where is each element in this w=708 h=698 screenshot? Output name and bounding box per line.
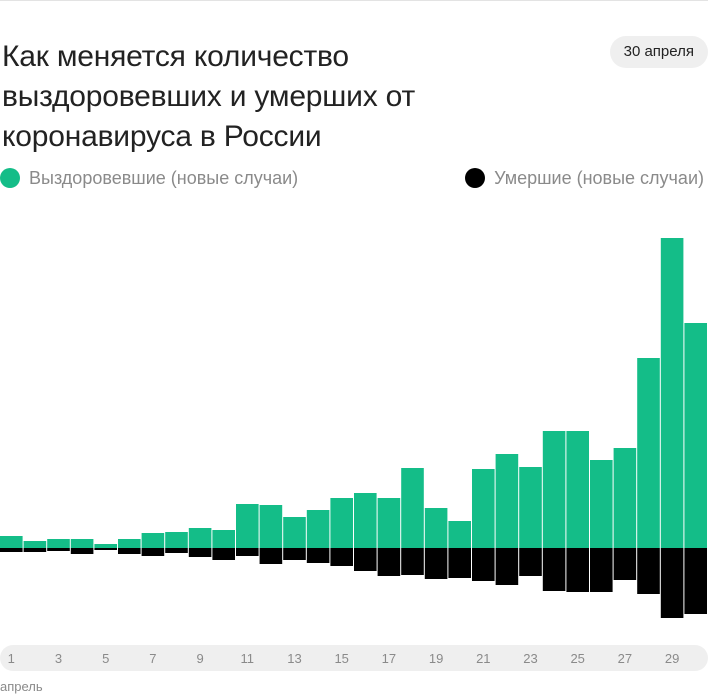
bar-deaths-5 xyxy=(94,548,117,550)
bar-deaths-11 xyxy=(236,548,259,556)
x-tick-label-27: 27 xyxy=(618,651,632,666)
x-tick-label-15: 15 xyxy=(334,651,348,666)
bar-deaths-8 xyxy=(165,548,188,553)
bar-recovered-3 xyxy=(47,539,70,548)
bar-recovered-5 xyxy=(94,544,117,548)
bar-deaths-12 xyxy=(259,548,283,564)
bar-deaths-15 xyxy=(330,548,353,566)
bar-recovered-7 xyxy=(141,533,165,548)
bar-recovered-12 xyxy=(259,505,283,548)
legend-deaths-label: Умершие (новые случаи) xyxy=(494,168,704,188)
legend-deaths-dot xyxy=(465,168,486,188)
bar-deaths-28 xyxy=(637,548,660,594)
bar-deaths-14 xyxy=(306,548,330,563)
chart-title: Как меняется количество выздоровевших и … xyxy=(2,40,416,153)
x-tick-label-5: 5 xyxy=(102,651,109,666)
bar-recovered-20 xyxy=(448,521,471,548)
bar-deaths-27 xyxy=(613,548,637,580)
top-divider xyxy=(0,0,708,1)
bar-deaths-25 xyxy=(566,548,589,592)
legend-recovered: Выздоровевшие (новые случаи) xyxy=(0,166,298,190)
x-axis-band xyxy=(0,645,708,671)
x-tick-label-7: 7 xyxy=(149,651,156,666)
bar-recovered-21 xyxy=(472,469,495,548)
legend-recovered-label: Выздоровевшие (новые случаи) xyxy=(29,168,299,188)
bar-recovered-15 xyxy=(330,498,353,548)
bar-deaths-9 xyxy=(188,548,212,557)
bar-recovered-29 xyxy=(660,238,684,548)
bar-recovered-26 xyxy=(590,460,613,548)
bar-recovered-14 xyxy=(306,510,330,548)
x-tick-label-19: 19 xyxy=(429,651,443,666)
bar-recovered-1 xyxy=(0,536,23,548)
bar-recovered-17 xyxy=(377,498,401,548)
bar-recovered-27 xyxy=(613,448,637,548)
bar-recovered-24 xyxy=(542,431,566,548)
bar-recovered-4 xyxy=(70,539,94,548)
bar-deaths-30 xyxy=(684,548,707,614)
bar-deaths-22 xyxy=(495,548,519,585)
bar-deaths-13 xyxy=(283,548,306,560)
x-tick-label-3: 3 xyxy=(55,651,62,666)
bar-recovered-30 xyxy=(684,323,707,548)
bar-recovered-23 xyxy=(519,467,542,548)
legend-recovered-dot xyxy=(0,168,20,188)
bar-recovered-19 xyxy=(424,508,448,548)
x-tick-label-23: 23 xyxy=(523,651,537,666)
bar-deaths-6 xyxy=(118,548,141,554)
legend-deaths: Умершие (новые случаи) xyxy=(465,166,704,190)
x-tick-label-21: 21 xyxy=(476,651,490,666)
bar-deaths-18 xyxy=(401,548,424,575)
bar-deaths-17 xyxy=(377,548,401,576)
bar-recovered-13 xyxy=(283,517,306,548)
x-axis-caption: апрель xyxy=(0,679,43,694)
date-badge: 30 апреля xyxy=(609,36,708,68)
bar-recovered-16 xyxy=(354,493,377,548)
bar-deaths-16 xyxy=(354,548,377,571)
bar-deaths-21 xyxy=(472,548,495,581)
bar-recovered-10 xyxy=(212,530,235,548)
x-tick-label-25: 25 xyxy=(570,651,584,666)
bar-recovered-8 xyxy=(165,532,188,548)
bar-recovered-6 xyxy=(118,539,141,548)
x-tick-label-13: 13 xyxy=(287,651,301,666)
bar-deaths-26 xyxy=(590,548,613,592)
bar-deaths-2 xyxy=(23,548,47,552)
bar-deaths-10 xyxy=(212,548,235,560)
x-tick-label-1: 1 xyxy=(8,651,15,666)
bar-deaths-24 xyxy=(542,548,566,591)
bar-deaths-3 xyxy=(47,548,70,551)
bar-recovered-11 xyxy=(236,504,259,548)
bar-deaths-20 xyxy=(448,548,471,578)
bar-recovered-2 xyxy=(23,541,47,548)
x-tick-label-11: 11 xyxy=(241,651,255,666)
bar-recovered-18 xyxy=(401,468,424,548)
bar-recovered-25 xyxy=(566,431,589,548)
bar-recovered-28 xyxy=(637,358,660,548)
x-tick-label-9: 9 xyxy=(196,651,203,666)
x-tick-label-17: 17 xyxy=(382,651,396,666)
bar-deaths-19 xyxy=(424,548,448,579)
bar-deaths-1 xyxy=(0,548,23,552)
bar-deaths-4 xyxy=(70,548,94,554)
bar-deaths-23 xyxy=(519,548,542,576)
bar-deaths-7 xyxy=(141,548,165,556)
bar-deaths-29 xyxy=(660,548,684,618)
bar-recovered-22 xyxy=(495,454,519,548)
x-tick-label-29: 29 xyxy=(665,651,679,666)
bar-recovered-9 xyxy=(188,528,212,548)
